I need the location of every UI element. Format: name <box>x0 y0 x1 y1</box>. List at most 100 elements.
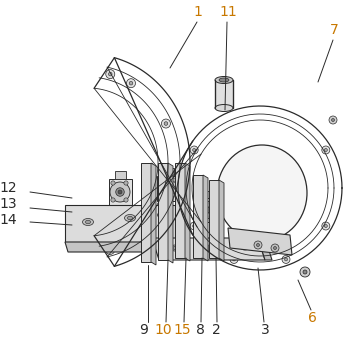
Circle shape <box>124 198 128 202</box>
Circle shape <box>106 70 115 79</box>
Circle shape <box>172 193 176 197</box>
FancyBboxPatch shape <box>175 163 185 258</box>
Circle shape <box>160 178 164 182</box>
Polygon shape <box>185 163 190 261</box>
Circle shape <box>331 119 335 121</box>
Text: 13: 13 <box>0 197 17 211</box>
Circle shape <box>324 225 327 227</box>
Ellipse shape <box>158 211 168 218</box>
Polygon shape <box>65 242 178 252</box>
FancyBboxPatch shape <box>215 80 233 108</box>
Text: 11: 11 <box>219 5 237 19</box>
Ellipse shape <box>215 105 233 111</box>
Text: 3: 3 <box>261 323 269 337</box>
Circle shape <box>108 248 112 252</box>
Circle shape <box>129 81 133 85</box>
Polygon shape <box>203 175 208 261</box>
Text: 9: 9 <box>140 323 148 337</box>
Circle shape <box>230 255 238 263</box>
Circle shape <box>285 258 287 261</box>
Ellipse shape <box>219 78 229 82</box>
Circle shape <box>271 244 279 252</box>
Text: 10: 10 <box>154 323 172 337</box>
Ellipse shape <box>159 179 177 197</box>
Ellipse shape <box>217 145 307 241</box>
Text: 2: 2 <box>212 323 220 337</box>
FancyBboxPatch shape <box>196 198 217 222</box>
Polygon shape <box>168 163 173 263</box>
Ellipse shape <box>205 245 215 251</box>
Text: 7: 7 <box>330 23 338 37</box>
FancyBboxPatch shape <box>163 168 174 176</box>
Circle shape <box>160 193 164 197</box>
Circle shape <box>161 119 171 128</box>
FancyBboxPatch shape <box>158 163 168 260</box>
Polygon shape <box>65 205 175 242</box>
Circle shape <box>329 116 337 124</box>
FancyBboxPatch shape <box>141 163 152 262</box>
Circle shape <box>190 146 198 154</box>
FancyBboxPatch shape <box>193 175 203 258</box>
Ellipse shape <box>118 190 122 194</box>
Circle shape <box>209 201 213 205</box>
FancyBboxPatch shape <box>109 179 132 206</box>
Circle shape <box>322 222 330 230</box>
Ellipse shape <box>110 182 130 202</box>
Circle shape <box>257 243 259 246</box>
Ellipse shape <box>82 218 93 226</box>
Circle shape <box>322 146 330 154</box>
Text: 1: 1 <box>193 5 203 19</box>
Ellipse shape <box>208 246 212 250</box>
Ellipse shape <box>125 215 135 221</box>
Circle shape <box>209 215 213 219</box>
Circle shape <box>300 267 310 277</box>
Text: 14: 14 <box>0 213 17 227</box>
Text: 12: 12 <box>0 181 17 195</box>
Circle shape <box>171 176 174 180</box>
Circle shape <box>164 122 168 125</box>
Polygon shape <box>258 238 272 260</box>
Circle shape <box>172 178 176 182</box>
Circle shape <box>198 201 202 205</box>
Circle shape <box>193 149 196 151</box>
Ellipse shape <box>197 201 215 219</box>
Ellipse shape <box>173 246 177 250</box>
Text: 8: 8 <box>196 323 204 337</box>
Polygon shape <box>228 228 292 255</box>
Circle shape <box>232 258 236 261</box>
Ellipse shape <box>116 188 124 196</box>
Circle shape <box>126 79 135 88</box>
Ellipse shape <box>170 245 180 251</box>
Polygon shape <box>151 163 156 265</box>
Ellipse shape <box>243 246 247 248</box>
Text: 15: 15 <box>173 323 191 337</box>
Circle shape <box>303 270 307 274</box>
Ellipse shape <box>202 206 210 214</box>
Circle shape <box>108 72 112 76</box>
Circle shape <box>106 245 115 255</box>
Ellipse shape <box>86 220 91 224</box>
Circle shape <box>254 241 262 249</box>
Circle shape <box>124 181 128 185</box>
FancyBboxPatch shape <box>115 171 126 179</box>
Circle shape <box>144 222 153 231</box>
Ellipse shape <box>215 76 233 84</box>
Circle shape <box>324 149 327 151</box>
Ellipse shape <box>240 244 250 250</box>
Circle shape <box>282 255 290 263</box>
Ellipse shape <box>204 208 208 212</box>
Circle shape <box>273 246 277 250</box>
Circle shape <box>190 222 198 230</box>
FancyBboxPatch shape <box>209 180 219 258</box>
Polygon shape <box>219 180 224 261</box>
Ellipse shape <box>166 186 170 190</box>
FancyBboxPatch shape <box>157 176 179 201</box>
Ellipse shape <box>160 213 166 217</box>
FancyBboxPatch shape <box>201 191 211 198</box>
Polygon shape <box>152 238 265 260</box>
Circle shape <box>168 173 177 182</box>
Circle shape <box>111 198 115 202</box>
Ellipse shape <box>127 216 132 220</box>
Circle shape <box>147 225 151 228</box>
Circle shape <box>193 225 196 227</box>
